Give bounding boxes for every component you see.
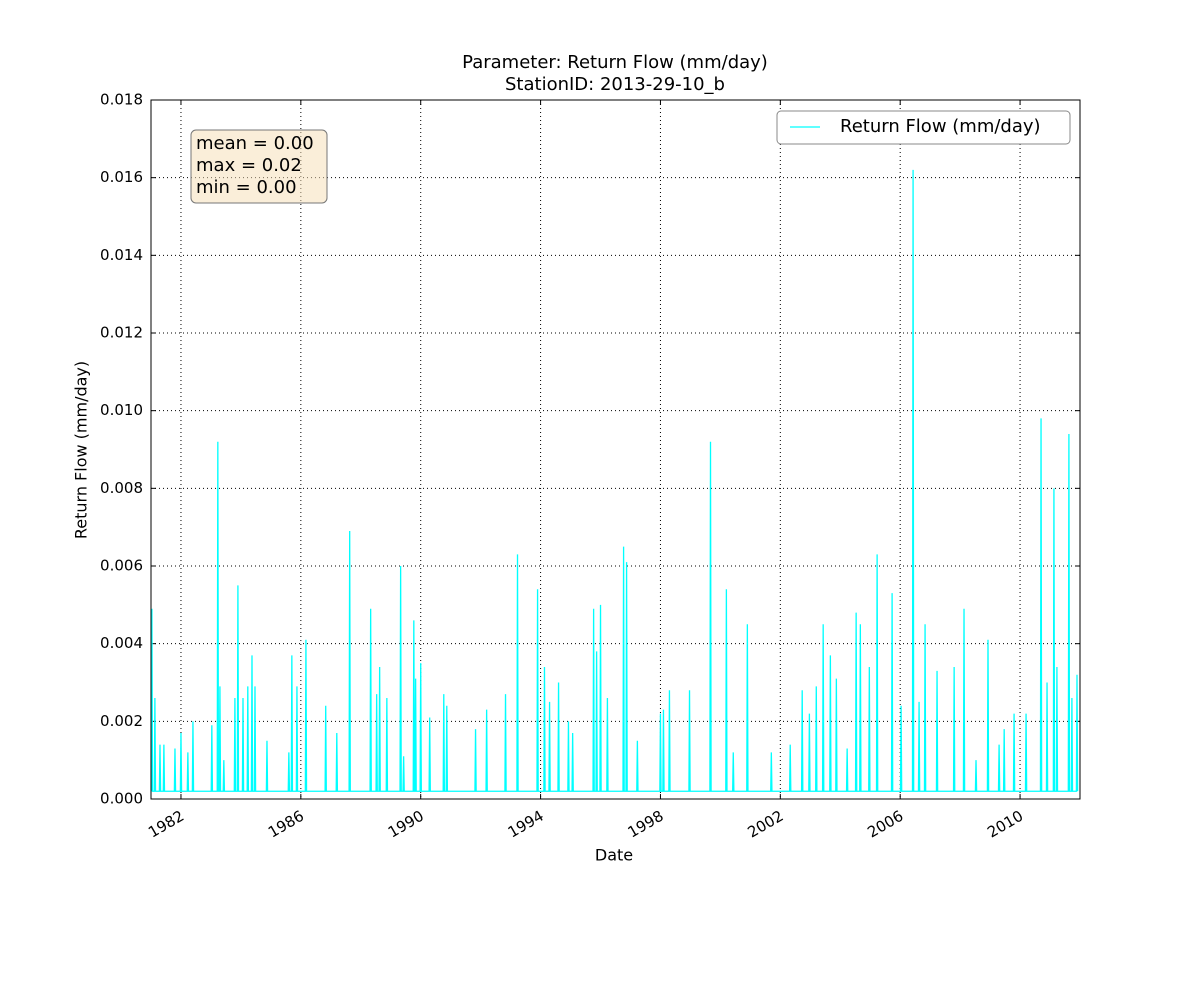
y-tick-label: 0.016: [100, 168, 143, 186]
chart-subtitle: StationID: 2013-29-10_b: [505, 74, 725, 95]
stats-line: min = 0.00: [196, 177, 297, 198]
y-tick-label: 0.014: [100, 246, 143, 264]
y-tick-label: 0.008: [100, 479, 143, 497]
legend-label: Return Flow (mm/day): [840, 116, 1041, 137]
y-tick-label: 0.006: [100, 557, 143, 575]
y-tick-label: 0.010: [100, 401, 143, 419]
x-axis-label: Date: [595, 846, 633, 865]
plot-frame: [150, 99, 1081, 800]
legend: Return Flow (mm/day): [776, 110, 1071, 145]
data-line: [151, 169, 1079, 792]
y-tick-label: 0.002: [100, 712, 143, 730]
legend-box: [776, 110, 1071, 145]
y-axis-label: Return Flow (mm/day): [72, 361, 91, 539]
plot-area: [151, 169, 1079, 792]
y-tick-label: 0.004: [100, 634, 143, 652]
stats-box-frame: [190, 129, 328, 204]
y-tick-label: 0.000: [100, 790, 143, 808]
y-tick-label: 0.012: [100, 324, 143, 342]
stats-line: mean = 0.00: [196, 133, 314, 154]
stats-line: max = 0.02: [196, 155, 302, 176]
y-tick-label: 0.018: [100, 91, 143, 109]
chart-title: Parameter: Return Flow (mm/day): [462, 52, 768, 73]
